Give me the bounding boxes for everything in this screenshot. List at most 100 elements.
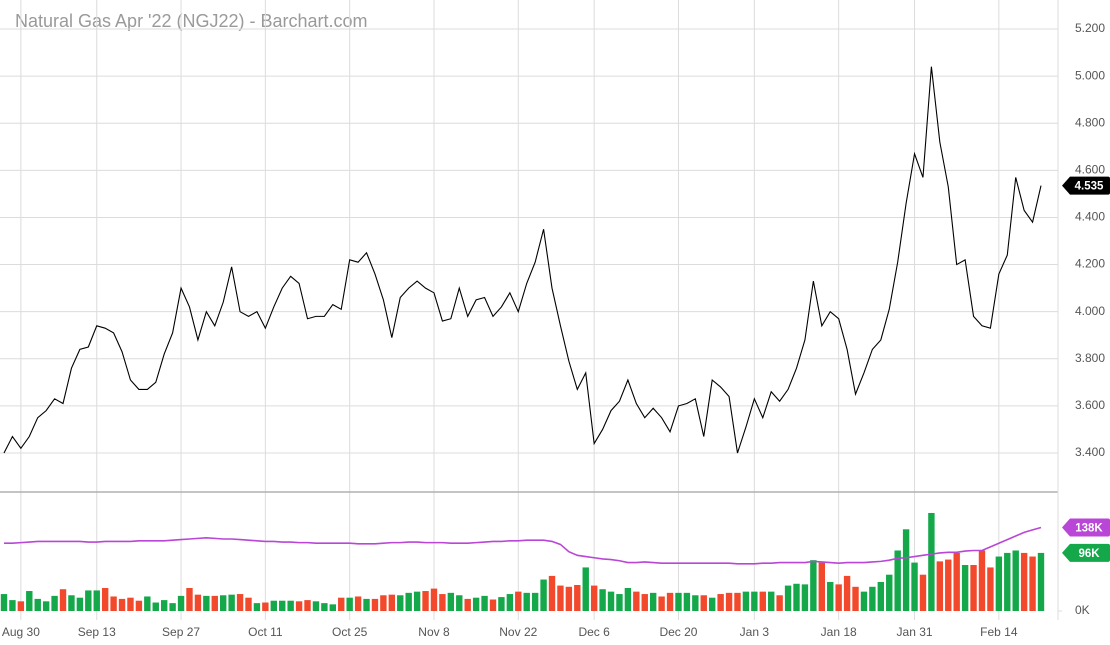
volume-bar bbox=[127, 597, 134, 611]
volume-bar bbox=[843, 575, 851, 611]
x-tick-label: Oct 25 bbox=[332, 625, 368, 639]
volume-bar bbox=[152, 602, 159, 611]
volume-bar bbox=[371, 598, 379, 611]
volume-bar bbox=[93, 590, 100, 611]
volume-bar bbox=[902, 529, 910, 611]
volume-bar bbox=[498, 597, 505, 611]
y-tick-label: 0K bbox=[1075, 603, 1090, 617]
volume-bar bbox=[489, 599, 497, 611]
volume-bar bbox=[818, 562, 825, 611]
volume-bar bbox=[869, 586, 876, 611]
x-tick-label: Sep 13 bbox=[78, 625, 116, 639]
y-tick-label: 5.200 bbox=[1075, 21, 1105, 35]
volume-bar bbox=[978, 550, 986, 611]
volume-bar bbox=[211, 595, 218, 611]
volume-bar bbox=[118, 598, 126, 611]
volume-bar bbox=[169, 603, 176, 611]
volume-bar bbox=[439, 594, 446, 611]
volume-bar bbox=[329, 604, 337, 611]
volume-bar bbox=[793, 583, 800, 611]
line-series bbox=[4, 526, 1042, 565]
volume-bar bbox=[742, 591, 750, 611]
volume-bar bbox=[17, 601, 25, 611]
volume-badge-shape bbox=[1062, 543, 1110, 562]
volume-bar bbox=[34, 598, 41, 611]
y-tick-label: 4.800 bbox=[1075, 115, 1105, 129]
volume-bar bbox=[287, 600, 294, 611]
volume-bar bbox=[312, 601, 320, 611]
volume-bar bbox=[995, 556, 1003, 611]
volume-bar bbox=[886, 574, 893, 611]
chart-title: Natural Gas Apr '22 (NGJ22) - Barchart.c… bbox=[15, 11, 368, 31]
volume-bar bbox=[456, 595, 463, 611]
y-tick-label: 4.200 bbox=[1075, 257, 1105, 271]
volume-bar bbox=[784, 585, 792, 611]
volume-bar bbox=[194, 594, 202, 611]
volume-bar bbox=[135, 600, 143, 611]
volume-bar bbox=[380, 595, 387, 611]
volume-bar bbox=[279, 600, 286, 611]
volume-bar bbox=[59, 589, 67, 611]
volume-bar bbox=[464, 598, 471, 611]
volume-badge-shape bbox=[1062, 518, 1110, 537]
volume-bar bbox=[692, 595, 699, 611]
volume-bar bbox=[734, 592, 741, 611]
volume-bar bbox=[894, 550, 901, 611]
volume-bar bbox=[649, 592, 657, 611]
volume-bar bbox=[1029, 556, 1036, 611]
volume-bar bbox=[26, 591, 33, 611]
volume-bar bbox=[675, 592, 682, 611]
volume-bar bbox=[953, 552, 960, 611]
volume-bar bbox=[9, 600, 16, 611]
volume-bar bbox=[919, 574, 927, 611]
volume-bar bbox=[540, 579, 547, 611]
x-tick-label: Dec 6 bbox=[578, 625, 610, 639]
y-tick-label: 3.400 bbox=[1075, 445, 1105, 459]
x-tick-label: Nov 22 bbox=[499, 625, 537, 639]
volume-bar bbox=[51, 595, 58, 611]
volume-bar bbox=[422, 591, 429, 611]
volume-bar bbox=[295, 601, 303, 611]
volume-bar bbox=[1004, 552, 1011, 611]
volume-bar bbox=[270, 600, 277, 611]
volume-bar bbox=[810, 560, 817, 611]
volume-bar bbox=[245, 597, 252, 611]
volume-bar bbox=[852, 586, 859, 611]
last-price-badge: 4.535 bbox=[1075, 181, 1104, 193]
volume-bar bbox=[1020, 552, 1028, 611]
x-tick-label: Jan 31 bbox=[897, 625, 933, 639]
volume-bar bbox=[76, 597, 84, 611]
line-series bbox=[3, 66, 1042, 454]
volume-bar bbox=[405, 592, 412, 611]
volume-bar bbox=[827, 581, 834, 611]
volume-bar bbox=[607, 591, 615, 611]
volume-bar bbox=[531, 592, 539, 611]
y-tick-label: 5.000 bbox=[1075, 68, 1105, 82]
volume-bar bbox=[236, 594, 244, 611]
volume-bar bbox=[624, 588, 632, 611]
volume-bar bbox=[110, 596, 117, 611]
volume-bar bbox=[397, 595, 404, 611]
volume-bar bbox=[354, 596, 362, 611]
volume-bar bbox=[970, 565, 977, 611]
volume-bar bbox=[860, 591, 868, 611]
volume-bar bbox=[725, 592, 733, 611]
volume-bar bbox=[717, 594, 724, 611]
y-tick-label: 4.400 bbox=[1075, 210, 1105, 224]
volume-bar bbox=[388, 594, 396, 611]
volume-bar bbox=[186, 588, 193, 611]
volume-bar bbox=[177, 595, 185, 611]
volume-badge: 96K bbox=[1078, 548, 1100, 560]
x-tick-label: Oct 11 bbox=[248, 625, 283, 639]
volume-bar bbox=[666, 592, 674, 611]
volume-bar bbox=[911, 562, 918, 611]
volume-bar bbox=[85, 590, 92, 611]
volume-bar bbox=[574, 584, 581, 611]
volume-bar bbox=[220, 595, 227, 611]
volume-bar bbox=[700, 595, 707, 611]
volume-bar bbox=[641, 594, 648, 611]
x-tick-label: Dec 20 bbox=[659, 625, 697, 639]
volume-bar bbox=[160, 600, 168, 611]
volume-bar bbox=[228, 594, 235, 611]
